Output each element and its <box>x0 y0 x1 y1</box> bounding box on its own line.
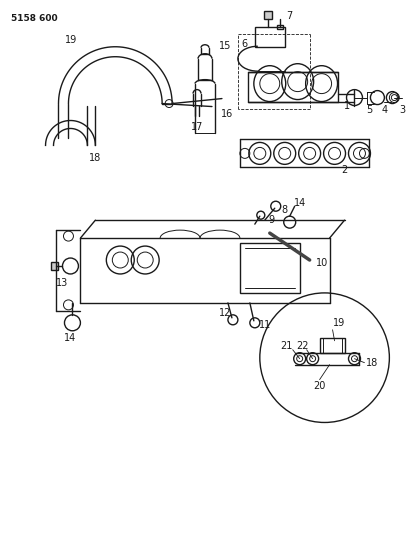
Text: 20: 20 <box>312 381 325 391</box>
Text: 19: 19 <box>65 35 77 45</box>
Bar <box>276 25 282 29</box>
Bar <box>247 71 337 102</box>
Text: 5: 5 <box>365 104 372 115</box>
Bar <box>263 11 271 19</box>
Text: 17: 17 <box>190 123 203 133</box>
Text: 14: 14 <box>64 333 76 343</box>
Text: 1: 1 <box>344 101 350 110</box>
Bar <box>254 27 284 47</box>
Text: 21: 21 <box>280 341 292 351</box>
Text: 6: 6 <box>241 39 247 49</box>
Text: 22: 22 <box>296 341 308 351</box>
Text: 12: 12 <box>218 308 231 318</box>
Text: 14: 14 <box>293 198 305 208</box>
Text: 8: 8 <box>281 205 287 215</box>
Text: 19: 19 <box>333 318 345 328</box>
Text: 10: 10 <box>315 258 327 268</box>
Text: 7: 7 <box>286 11 292 21</box>
Text: 15: 15 <box>218 41 231 51</box>
Bar <box>239 243 299 293</box>
Bar <box>50 262 58 270</box>
Text: 18: 18 <box>365 358 378 368</box>
Text: 11: 11 <box>258 320 270 330</box>
Bar <box>319 338 344 353</box>
Text: 3: 3 <box>398 104 405 115</box>
Text: 18: 18 <box>89 154 101 164</box>
Text: 13: 13 <box>56 278 68 288</box>
Text: 5158 600: 5158 600 <box>11 14 57 23</box>
Text: 2: 2 <box>341 165 347 175</box>
Text: 16: 16 <box>220 109 232 118</box>
Text: 4: 4 <box>380 104 387 115</box>
Text: 9: 9 <box>268 215 274 225</box>
